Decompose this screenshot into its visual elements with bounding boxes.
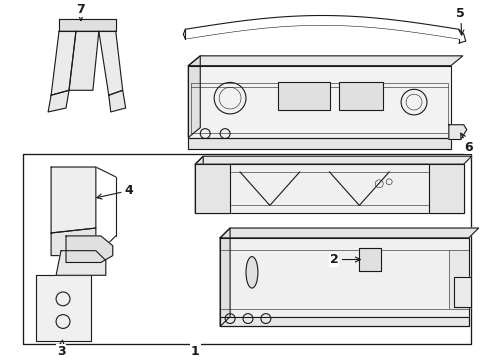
Polygon shape — [220, 228, 230, 327]
Ellipse shape — [246, 257, 258, 288]
Polygon shape — [51, 167, 96, 233]
Polygon shape — [23, 154, 471, 344]
Polygon shape — [359, 248, 381, 271]
Polygon shape — [196, 156, 203, 213]
Polygon shape — [429, 164, 464, 213]
Polygon shape — [36, 275, 91, 341]
Polygon shape — [220, 238, 469, 327]
Polygon shape — [59, 19, 116, 31]
Bar — [278, 82, 329, 110]
Polygon shape — [188, 66, 451, 138]
Polygon shape — [220, 316, 469, 327]
Polygon shape — [449, 125, 467, 139]
Text: 5: 5 — [456, 7, 465, 35]
Polygon shape — [188, 56, 463, 66]
Polygon shape — [196, 164, 464, 213]
Polygon shape — [51, 228, 96, 256]
Polygon shape — [454, 277, 471, 307]
Text: 1: 1 — [191, 345, 199, 357]
Polygon shape — [188, 138, 451, 149]
Polygon shape — [51, 31, 76, 95]
Polygon shape — [99, 31, 122, 95]
Text: 6: 6 — [461, 133, 473, 154]
Polygon shape — [220, 228, 479, 238]
Polygon shape — [449, 250, 469, 309]
Polygon shape — [48, 90, 69, 112]
Bar — [340, 82, 383, 110]
Polygon shape — [109, 90, 125, 112]
Text: 4: 4 — [97, 184, 133, 199]
Polygon shape — [196, 156, 472, 164]
Polygon shape — [69, 31, 99, 90]
Text: 2: 2 — [330, 253, 360, 266]
Text: 7: 7 — [76, 3, 85, 20]
Polygon shape — [56, 251, 106, 275]
Text: 3: 3 — [57, 340, 65, 357]
Polygon shape — [188, 56, 200, 138]
Polygon shape — [66, 236, 113, 262]
Polygon shape — [196, 164, 230, 213]
